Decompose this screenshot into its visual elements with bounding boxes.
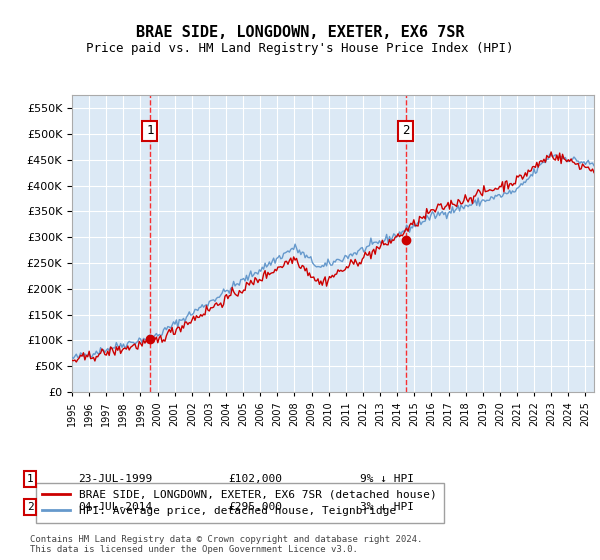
Text: 23-JUL-1999: 23-JUL-1999 [78, 474, 152, 484]
Text: £295,000: £295,000 [228, 502, 282, 512]
Legend: BRAE SIDE, LONGDOWN, EXETER, EX6 7SR (detached house), HPI: Average price, detac: BRAE SIDE, LONGDOWN, EXETER, EX6 7SR (de… [36, 483, 443, 523]
Text: 1: 1 [26, 474, 34, 484]
Text: 9% ↓ HPI: 9% ↓ HPI [360, 474, 414, 484]
Text: Price paid vs. HM Land Registry's House Price Index (HPI): Price paid vs. HM Land Registry's House … [86, 42, 514, 55]
Text: 2: 2 [402, 124, 409, 137]
Text: 04-JUL-2014: 04-JUL-2014 [78, 502, 152, 512]
Text: BRAE SIDE, LONGDOWN, EXETER, EX6 7SR: BRAE SIDE, LONGDOWN, EXETER, EX6 7SR [136, 25, 464, 40]
Text: 3% ↓ HPI: 3% ↓ HPI [360, 502, 414, 512]
Text: Contains HM Land Registry data © Crown copyright and database right 2024.
This d: Contains HM Land Registry data © Crown c… [30, 535, 422, 554]
Text: £102,000: £102,000 [228, 474, 282, 484]
Text: 2: 2 [26, 502, 34, 512]
Text: 1: 1 [146, 124, 154, 137]
